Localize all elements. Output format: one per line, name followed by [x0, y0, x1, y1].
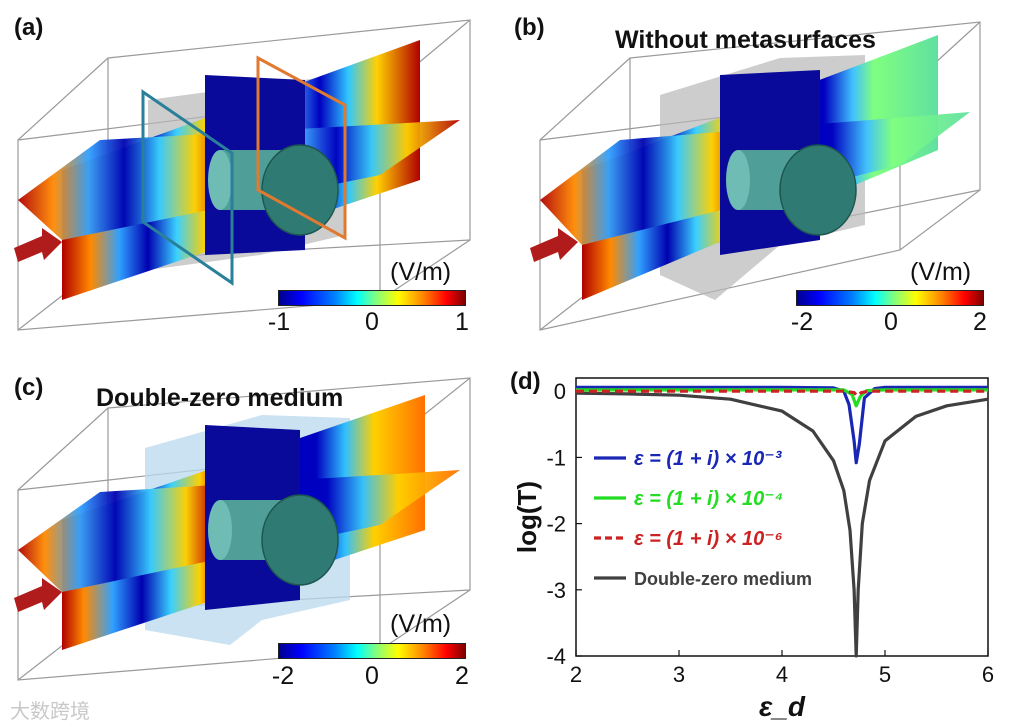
panel-label: (d): [510, 368, 541, 395]
cylinder-object-b: [726, 144, 857, 236]
y-tick-label: -3: [546, 578, 566, 603]
colorbar-tick: -2: [271, 662, 295, 690]
panel-label: (b): [514, 14, 545, 41]
series-line-3: [575, 391, 989, 658]
colorbar: [278, 643, 466, 659]
x-tick-label: 4: [776, 662, 788, 687]
x-tick-label: 3: [673, 662, 685, 687]
colorbar: [796, 290, 984, 306]
cylinder-object-c: [208, 494, 339, 586]
legend-label-1: ε = (1 + i) × 10⁻⁴: [634, 488, 783, 510]
field-render-c: [14, 377, 471, 681]
y-tick-label: -4: [546, 644, 566, 669]
field-render-b: [530, 21, 981, 331]
metasurface-frame-teal: [141, 89, 234, 286]
legend-label-0: ε = (1 + i) × 10⁻³: [634, 448, 783, 470]
x-axis-label: ε_d: [759, 691, 806, 722]
x-tick-label: 6: [982, 662, 994, 687]
field-render-a: [14, 19, 471, 331]
colorbar-tick: 1: [455, 308, 469, 336]
panel-a: (a) (V/m) -1 0 1: [0, 0, 510, 350]
colorbar-unit: (V/m): [390, 610, 452, 638]
x-tick-label: 2: [570, 662, 582, 687]
panel-d: (d) 2 3 4 5 6 0 -1 -2 -3 -4 ε_d log(T) ε = (1 + i) ×…: [500, 360, 1028, 725]
legend-label-3: Double-zero medium: [634, 569, 812, 589]
metasurface-frame-orange: [256, 55, 347, 241]
panel-label: (a): [14, 14, 44, 41]
y-tick-label: -2: [546, 512, 566, 537]
y-tick-label: 0: [554, 379, 566, 404]
colorbar-tick: 0: [884, 308, 898, 336]
panel-title: Double-zero medium: [96, 384, 344, 412]
y-tick-label: -1: [546, 445, 566, 470]
incident-arrow-b: [530, 228, 578, 262]
colorbar-unit: (V/m): [390, 258, 452, 286]
colorbar: [278, 290, 466, 306]
incident-arrow-a: [14, 228, 62, 262]
x-tick-label: 5: [879, 662, 891, 687]
panel-c: (c) Double-zero medium (V/m) -2 0 2: [0, 360, 510, 725]
colorbar-tick: -2: [790, 308, 814, 336]
series-line-0: [576, 385, 988, 465]
colorbar-tick: 0: [365, 662, 379, 690]
panel-label: (c): [14, 374, 44, 401]
colorbar-tick: 2: [455, 662, 469, 690]
panel-b: (b) Without metasurfaces (V/m) -2 0 2: [510, 0, 1028, 350]
colorbar-tick: -1: [267, 308, 291, 336]
transmission-chart: 2 3 4 5 6 0 -1 -2 -3 -4 ε_d log(T) ε = (1 + i) × 10⁻…: [512, 377, 994, 722]
watermark: 大数跨境: [10, 699, 90, 723]
series-line-2: [576, 389, 988, 398]
plot-frame: [575, 377, 989, 657]
y-axis-label: log(T): [512, 481, 542, 553]
incident-arrow-c: [14, 578, 62, 612]
panel-title: Without metasurfaces: [615, 26, 876, 54]
colorbar-tick: 0: [365, 308, 379, 336]
legend-label-2: ε = (1 + i) × 10⁻⁶: [634, 528, 783, 550]
colorbar-unit: (V/m): [910, 258, 972, 286]
colorbar-tick: 2: [973, 308, 987, 336]
